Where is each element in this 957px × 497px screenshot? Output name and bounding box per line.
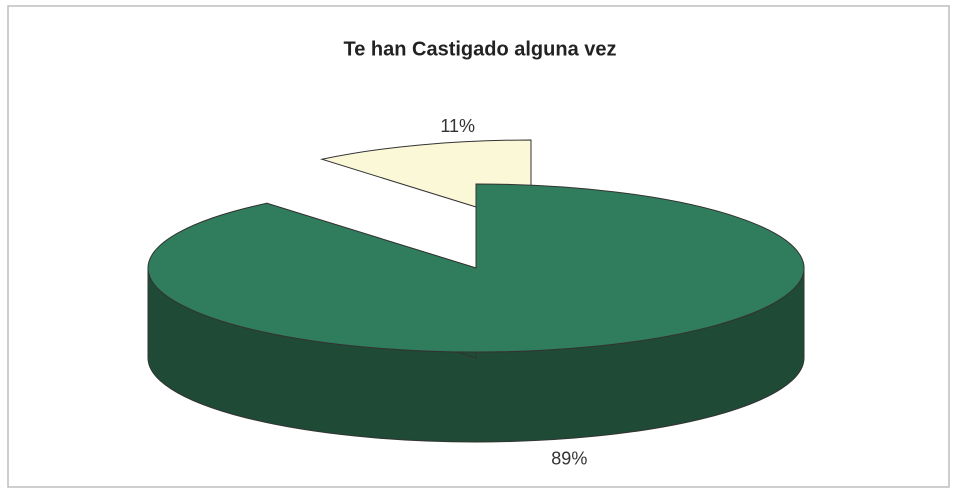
data-label: 11% — [440, 116, 475, 136]
data-label: 89% — [551, 449, 587, 469]
chart-title: Te han Castigado alguna vez — [343, 38, 616, 60]
slice — [147, 183, 805, 353]
